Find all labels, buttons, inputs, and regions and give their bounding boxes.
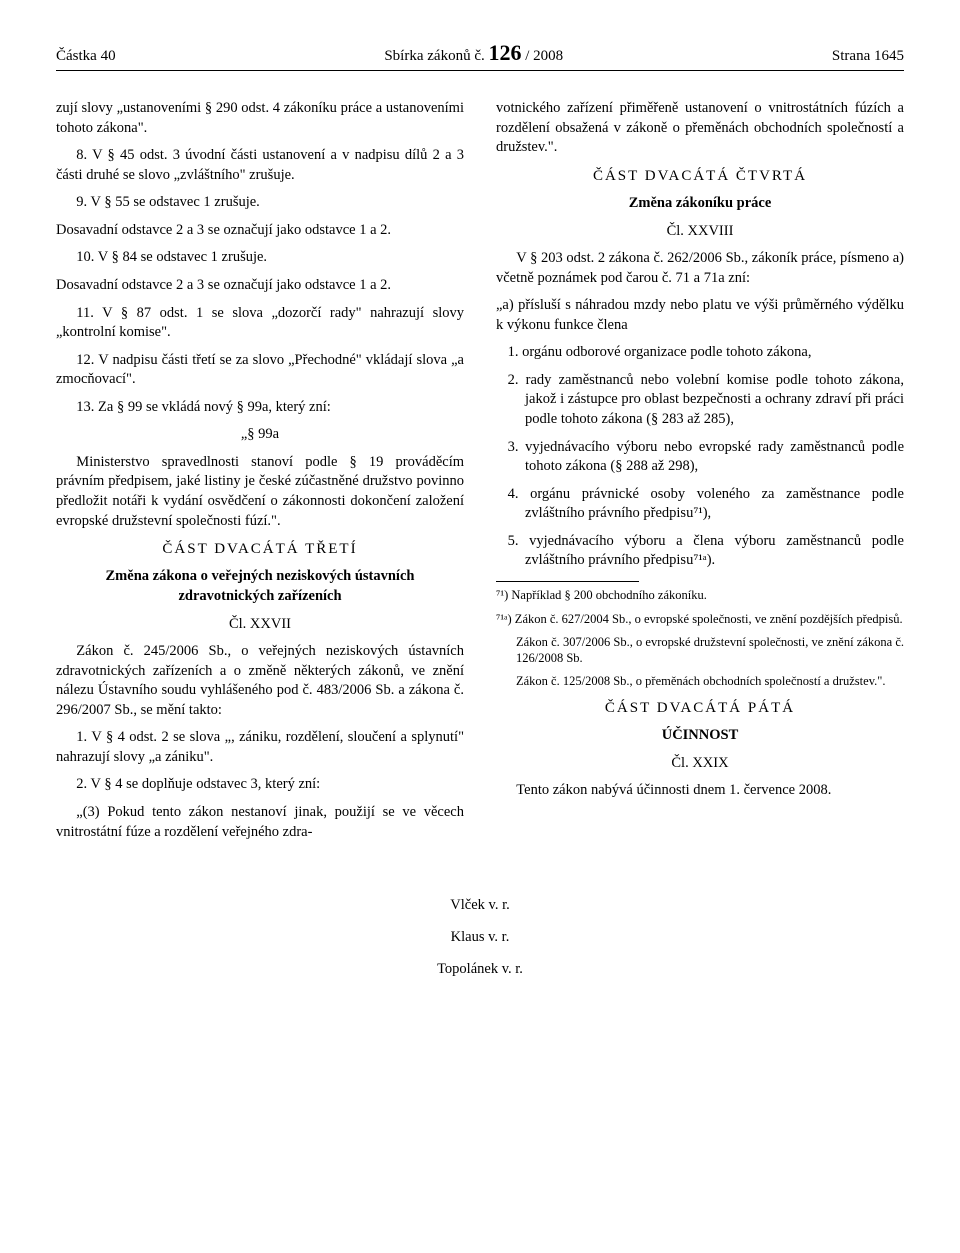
signature: Topolánek v. r. — [56, 954, 904, 986]
part-title: ČÁST DVACÁTÁ TŘETÍ — [56, 539, 464, 559]
para: „(3) Pokud tento zákon nestanoví jinak, … — [56, 803, 464, 842]
article-heading: Čl. XXIX — [496, 754, 904, 774]
para: 1. V § 4 odst. 2 se slova „, zániku, roz… — [56, 728, 464, 767]
article-heading: Čl. XXVIII — [496, 222, 904, 242]
part-subtitle: ÚČINNOST — [496, 726, 904, 746]
list-item: 2. rady zaměstnanců nebo volební komise … — [496, 371, 904, 430]
part-subtitle: Změna zákona o veřejných neziskových úst… — [56, 567, 464, 606]
section-heading: „§ 99a — [56, 425, 464, 445]
para: Ministerstvo spravedlnosti stanoví podle… — [56, 453, 464, 531]
para: 2. V § 4 se doplňuje odstavec 3, který z… — [56, 775, 464, 795]
para: 9. V § 55 se odstavec 1 zrušuje. — [56, 193, 464, 213]
header-left: Částka 40 — [56, 48, 116, 65]
para: votnického zařízení přiměřeně ustanovení… — [496, 99, 904, 158]
page: Částka 40 Sbírka zákonů č. 126 / 2008 St… — [0, 0, 960, 1253]
header-center: Sbírka zákonů č. 126 / 2008 — [116, 40, 832, 66]
para: 11. V § 87 odst. 1 se slova „dozorčí rad… — [56, 304, 464, 343]
para: Dosavadní odstavce 2 a 3 se označují jak… — [56, 221, 464, 241]
para: Dosavadní odstavce 2 a 3 se označují jak… — [56, 276, 464, 296]
signatures: Vlček v. r. Klaus v. r. Topolánek v. r. — [56, 890, 904, 986]
part-title: ČÁST DVACÁTÁ ČTVRTÁ — [496, 166, 904, 186]
para: 13. Za § 99 se vkládá nový § 99a, který … — [56, 398, 464, 418]
para: Zákon č. 245/2006 Sb., o veřejných nezis… — [56, 642, 464, 720]
signature: Klaus v. r. — [56, 922, 904, 954]
para: 12. V nadpisu části třetí se za slovo „P… — [56, 351, 464, 390]
signature: Vlček v. r. — [56, 890, 904, 922]
footnote-rule — [496, 581, 639, 582]
part-23-block: ČÁST DVACÁTÁ TŘETÍ Změna zákona o veřejn… — [56, 539, 464, 634]
para: V § 203 odst. 2 zákona č. 262/2006 Sb., … — [496, 249, 904, 288]
body-columns: zují slovy „ustanoveními § 290 odst. 4 z… — [56, 99, 904, 850]
header-right: Strana 1645 — [832, 48, 904, 65]
part-25-block: ČÁST DVACÁTÁ PÁTÁ ÚČINNOST Čl. XXIX Tent… — [496, 698, 904, 801]
footnote: Zákon č. 307/2006 Sb., o evropské družst… — [496, 635, 904, 666]
part-24-block: ČÁST DVACÁTÁ ČTVRTÁ Změna zákoníku práce… — [496, 166, 904, 241]
para: 8. V § 45 odst. 3 úvodní části ustanoven… — [56, 146, 464, 185]
para: „a) přísluší s náhradou mzdy nebo platu … — [496, 296, 904, 335]
list-item: 3. vyjednávacího výboru nebo evropské ra… — [496, 438, 904, 477]
para: 10. V § 84 se odstavec 1 zrušuje. — [56, 248, 464, 268]
article-heading: Čl. XXVII — [56, 615, 464, 635]
footnotes-block: ⁷¹) Například § 200 obchodního zákoníku.… — [496, 581, 904, 690]
list-item: 4. orgánu právnické osoby voleného za za… — [496, 485, 904, 524]
footnote: ⁷¹) Například § 200 obchodního zákoníku. — [496, 588, 904, 604]
para: Tento zákon nabývá účinnosti dnem 1. čer… — [496, 781, 904, 801]
page-header: Částka 40 Sbírka zákonů č. 126 / 2008 St… — [56, 40, 904, 71]
footnote: Zákon č. 125/2008 Sb., o přeměnách obcho… — [496, 674, 904, 690]
list-item: 1. orgánu odborové organizace podle toho… — [496, 343, 904, 363]
footnote: ⁷¹ᵃ) Zákon č. 627/2004 Sb., o evropské s… — [496, 612, 904, 628]
list-item: 5. vyjednávacího výboru a člena výboru z… — [496, 532, 904, 571]
para: zují slovy „ustanoveními § 290 odst. 4 z… — [56, 99, 464, 138]
part-title: ČÁST DVACÁTÁ PÁTÁ — [496, 698, 904, 718]
part-subtitle: Změna zákoníku práce — [496, 194, 904, 214]
